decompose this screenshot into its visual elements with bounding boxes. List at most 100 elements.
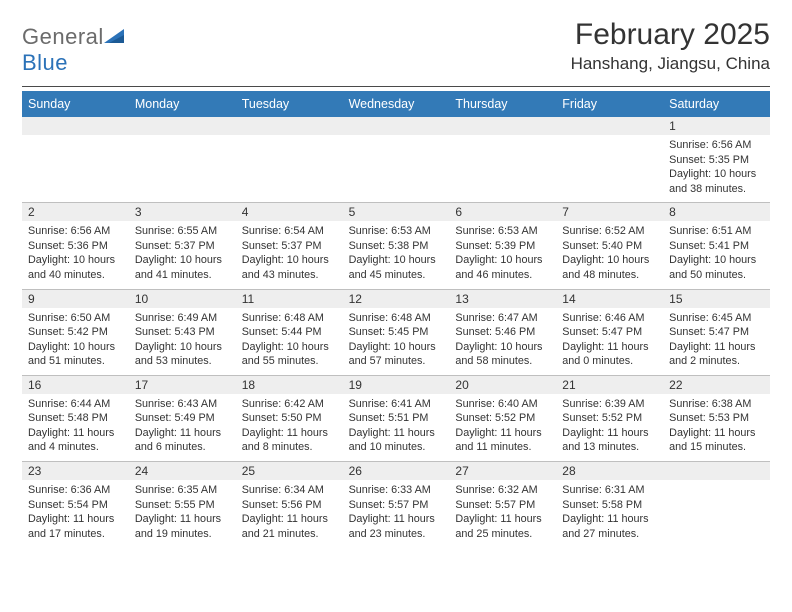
sunset-text: Sunset: 5:51 PM [349, 411, 444, 426]
day-info: Sunrise: 6:45 AMSunset: 5:47 PMDaylight:… [669, 311, 764, 369]
sunset-text: Sunset: 5:37 PM [242, 239, 337, 254]
sunrise-text: Sunrise: 6:48 AM [349, 311, 444, 326]
daylight-text: Daylight: 11 hours and 19 minutes. [135, 512, 230, 541]
day-number [129, 117, 236, 135]
day-info: Sunrise: 6:36 AMSunset: 5:54 PMDaylight:… [28, 483, 123, 541]
day-info: Sunrise: 6:41 AMSunset: 5:51 PMDaylight:… [349, 397, 444, 455]
weekday-header: Thursday [449, 91, 556, 117]
week-row: 1 Sunrise: 6:56 AMSunset: 5:35 PMDaylight… [22, 117, 770, 203]
day-info: Sunrise: 6:53 AMSunset: 5:38 PMDaylight:… [349, 224, 444, 282]
day-number: 9 [22, 290, 129, 308]
day-number: 21 [556, 376, 663, 394]
day-number: 17 [129, 376, 236, 394]
day-cell: 9Sunrise: 6:50 AMSunset: 5:42 PMDaylight… [22, 290, 129, 375]
day-info: Sunrise: 6:52 AMSunset: 5:40 PMDaylight:… [562, 224, 657, 282]
sunset-text: Sunset: 5:40 PM [562, 239, 657, 254]
day-number: 6 [449, 203, 556, 221]
day-cell: 8Sunrise: 6:51 AMSunset: 5:41 PMDaylight… [663, 203, 770, 288]
day-number: 23 [22, 462, 129, 480]
day-cell: 18 Sunrise: 6:42 AMSunset: 5:50 PMDayligh… [236, 376, 343, 461]
daylight-text: Daylight: 11 hours and 0 minutes. [562, 340, 657, 369]
sunrise-text: Sunrise: 6:32 AM [455, 483, 550, 498]
sunrise-text: Sunrise: 6:33 AM [349, 483, 444, 498]
day-number: 12 [343, 290, 450, 308]
logo-text-blue: Blue [22, 50, 68, 75]
sunset-text: Sunset: 5:48 PM [28, 411, 123, 426]
sunset-text: Sunset: 5:53 PM [669, 411, 764, 426]
sunrise-text: Sunrise: 6:56 AM [28, 224, 123, 239]
daylight-text: Daylight: 11 hours and 25 minutes. [455, 512, 550, 541]
logo-text-general: General [22, 24, 104, 49]
day-number: 24 [129, 462, 236, 480]
day-cell: 1 Sunrise: 6:56 AMSunset: 5:35 PMDaylight… [663, 117, 770, 202]
sunset-text: Sunset: 5:41 PM [669, 239, 764, 254]
sunset-text: Sunset: 5:54 PM [28, 498, 123, 513]
weekday-header: Friday [556, 91, 663, 117]
sunset-text: Sunset: 5:38 PM [349, 239, 444, 254]
daylight-text: Daylight: 10 hours and 38 minutes. [669, 167, 764, 196]
day-number: 1 [663, 117, 770, 135]
sunset-text: Sunset: 5:45 PM [349, 325, 444, 340]
weekday-header: Wednesday [343, 91, 450, 117]
weekday-header: Sunday [22, 91, 129, 117]
daylight-text: Daylight: 11 hours and 10 minutes. [349, 426, 444, 455]
day-cell: 7 Sunrise: 6:52 AMSunset: 5:40 PMDaylight… [556, 203, 663, 288]
day-number: 10 [129, 290, 236, 308]
day-number: 27 [449, 462, 556, 480]
title-block: February 2025 Hanshang, Jiangsu, China [571, 18, 770, 74]
sunset-text: Sunset: 5:46 PM [455, 325, 550, 340]
day-cell: 2 Sunrise: 6:56 AMSunset: 5:36 PMDaylight… [22, 203, 129, 288]
weeks-container: 1 Sunrise: 6:56 AMSunset: 5:35 PMDaylight… [22, 117, 770, 547]
calendar-page: General Blue February 2025 Hanshang, Jia… [0, 0, 792, 612]
day-cell: 17Sunrise: 6:43 AMSunset: 5:49 PMDayligh… [129, 376, 236, 461]
sunrise-text: Sunrise: 6:35 AM [135, 483, 230, 498]
daylight-text: Daylight: 11 hours and 21 minutes. [242, 512, 337, 541]
day-info: Sunrise: 6:47 AMSunset: 5:46 PMDaylight:… [455, 311, 550, 369]
sunrise-text: Sunrise: 6:34 AM [242, 483, 337, 498]
week-row: 9Sunrise: 6:50 AMSunset: 5:42 PMDaylight… [22, 290, 770, 376]
sunrise-text: Sunrise: 6:48 AM [242, 311, 337, 326]
day-number [556, 117, 663, 135]
day-number: 7 [556, 203, 663, 221]
day-info: Sunrise: 6:31 AMSunset: 5:58 PMDaylight:… [562, 483, 657, 541]
day-cell: 28 Sunrise: 6:31 AMSunset: 5:58 PMDayligh… [556, 462, 663, 547]
day-info: Sunrise: 6:40 AMSunset: 5:52 PMDaylight:… [455, 397, 550, 455]
sunrise-text: Sunrise: 6:41 AM [349, 397, 444, 412]
day-cell: 20Sunrise: 6:40 AMSunset: 5:52 PMDayligh… [449, 376, 556, 461]
daylight-text: Daylight: 10 hours and 55 minutes. [242, 340, 337, 369]
day-number: 28 [556, 462, 663, 480]
daylight-text: Daylight: 10 hours and 58 minutes. [455, 340, 550, 369]
sunrise-text: Sunrise: 6:47 AM [455, 311, 550, 326]
day-cell [236, 117, 343, 202]
day-cell [129, 117, 236, 202]
day-info: Sunrise: 6:42 AMSunset: 5:50 PMDaylight:… [242, 397, 337, 455]
header-divider [22, 86, 770, 87]
day-info: Sunrise: 6:33 AMSunset: 5:57 PMDaylight:… [349, 483, 444, 541]
day-cell: 25Sunrise: 6:34 AMSunset: 5:56 PMDayligh… [236, 462, 343, 547]
sunrise-text: Sunrise: 6:54 AM [242, 224, 337, 239]
day-cell: 21Sunrise: 6:39 AMSunset: 5:52 PMDayligh… [556, 376, 663, 461]
daylight-text: Daylight: 11 hours and 8 minutes. [242, 426, 337, 455]
sunrise-text: Sunrise: 6:43 AM [135, 397, 230, 412]
daylight-text: Daylight: 11 hours and 11 minutes. [455, 426, 550, 455]
day-info: Sunrise: 6:56 AMSunset: 5:36 PMDaylight:… [28, 224, 123, 282]
daylight-text: Daylight: 10 hours and 43 minutes. [242, 253, 337, 282]
logo-text: General Blue [22, 24, 126, 76]
day-number: 18 [236, 376, 343, 394]
sunset-text: Sunset: 5:49 PM [135, 411, 230, 426]
sunrise-text: Sunrise: 6:52 AM [562, 224, 657, 239]
day-info: Sunrise: 6:34 AMSunset: 5:56 PMDaylight:… [242, 483, 337, 541]
day-number: 26 [343, 462, 450, 480]
day-info: Sunrise: 6:32 AMSunset: 5:57 PMDaylight:… [455, 483, 550, 541]
sunset-text: Sunset: 5:57 PM [455, 498, 550, 513]
day-cell [663, 462, 770, 547]
day-info: Sunrise: 6:53 AMSunset: 5:39 PMDaylight:… [455, 224, 550, 282]
day-number: 2 [22, 203, 129, 221]
day-cell: 23 Sunrise: 6:36 AMSunset: 5:54 PMDayligh… [22, 462, 129, 547]
day-cell: 12Sunrise: 6:48 AMSunset: 5:45 PMDayligh… [343, 290, 450, 375]
day-info: Sunrise: 6:56 AMSunset: 5:35 PMDaylight:… [669, 138, 764, 196]
day-cell [556, 117, 663, 202]
day-info: Sunrise: 6:35 AMSunset: 5:55 PMDaylight:… [135, 483, 230, 541]
sunrise-text: Sunrise: 6:42 AM [242, 397, 337, 412]
day-number: 8 [663, 203, 770, 221]
